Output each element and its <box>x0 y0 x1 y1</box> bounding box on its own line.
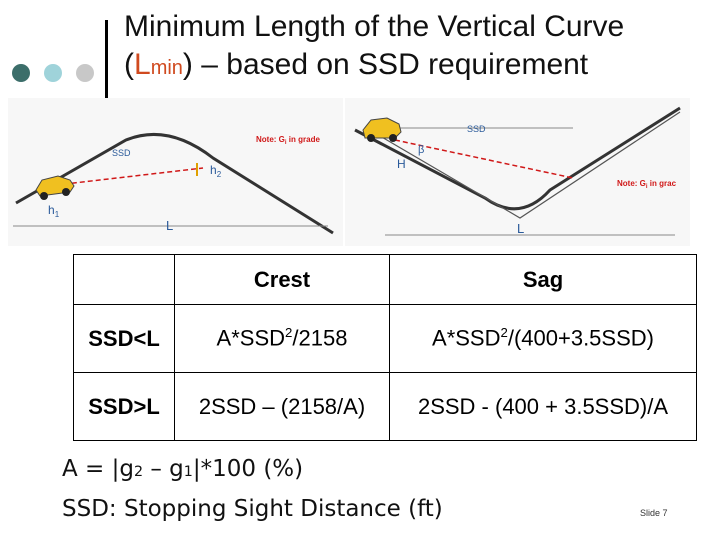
table-cell-sag: 2SSD - (400 + 3.5SSD)/A <box>389 372 697 441</box>
table-header-row: Crest Sag <box>73 254 697 305</box>
crest-l-label: L <box>166 218 173 233</box>
dot-dark-teal <box>12 64 30 82</box>
decorative-dots <box>12 64 96 84</box>
table-row: SSD>L 2SSD – (2158/A) 2SSD - (400 + 3.5S… <box>73 372 697 441</box>
title-divider-bar <box>105 20 108 98</box>
crest-ssd-label: SSD <box>112 148 131 158</box>
sag-l-label: L <box>517 221 524 236</box>
sag-headlight-line <box>394 139 574 179</box>
table-row-label: SSD>L <box>73 372 175 441</box>
formula-ssd: SSD: Stopping Sight Distance (ft) <box>62 496 443 522</box>
formula-a: A = |g2 – g1|*100 (%) <box>62 456 304 482</box>
min-length-table: Crest Sag SSD<L A*SSD2/2158 A*SSD2/(400+… <box>73 254 697 441</box>
title-line-2: (Lmin) – based on SSD requirement <box>124 48 589 81</box>
sag-ssd-label: SSD <box>467 124 486 134</box>
crest-h1-label: h1 <box>48 203 60 219</box>
table-row-label: SSD<L <box>73 304 175 373</box>
title-min-subscript: min <box>150 57 183 79</box>
crest-h2-label: h2 <box>210 163 222 179</box>
table-header-empty <box>73 254 175 305</box>
crest-sight-line <box>47 167 204 187</box>
crest-curve-diagram: Note: Gi in grade SSD h2 h1 L <box>8 98 343 246</box>
title-line-1: Minimum Length of the Vertical Curve <box>124 10 625 43</box>
sag-curve-diagram: Note: Gi in grac SSD H β L <box>345 98 690 246</box>
car-icon <box>35 175 75 200</box>
table-cell-crest: A*SSD2/2158 <box>174 304 390 373</box>
sag-note: Note: Gi in grac <box>617 179 677 190</box>
crest-road-profile <box>15 132 334 235</box>
table-cell-sag: A*SSD2/(400+3.5SSD) <box>389 304 697 373</box>
slide-number: Slide 7 <box>640 508 668 518</box>
car-icon <box>362 117 402 142</box>
sag-tangent-lines <box>379 111 681 219</box>
sag-h-label: H <box>397 157 406 171</box>
crest-note: Note: Gi in grade <box>256 135 320 146</box>
sag-beta-label: β <box>418 144 424 156</box>
table-header-crest: Crest <box>174 254 390 305</box>
table-header-sag: Sag <box>389 254 697 305</box>
page-title: Minimum Length of the Vertical Curve (Lm… <box>124 8 714 87</box>
dot-light-teal <box>44 64 62 82</box>
table-cell-crest: 2SSD – (2158/A) <box>174 372 390 441</box>
dot-gray <box>76 64 94 82</box>
title-l-letter: L <box>134 48 151 81</box>
table-row: SSD<L A*SSD2/2158 A*SSD2/(400+3.5SSD) <box>73 304 697 373</box>
